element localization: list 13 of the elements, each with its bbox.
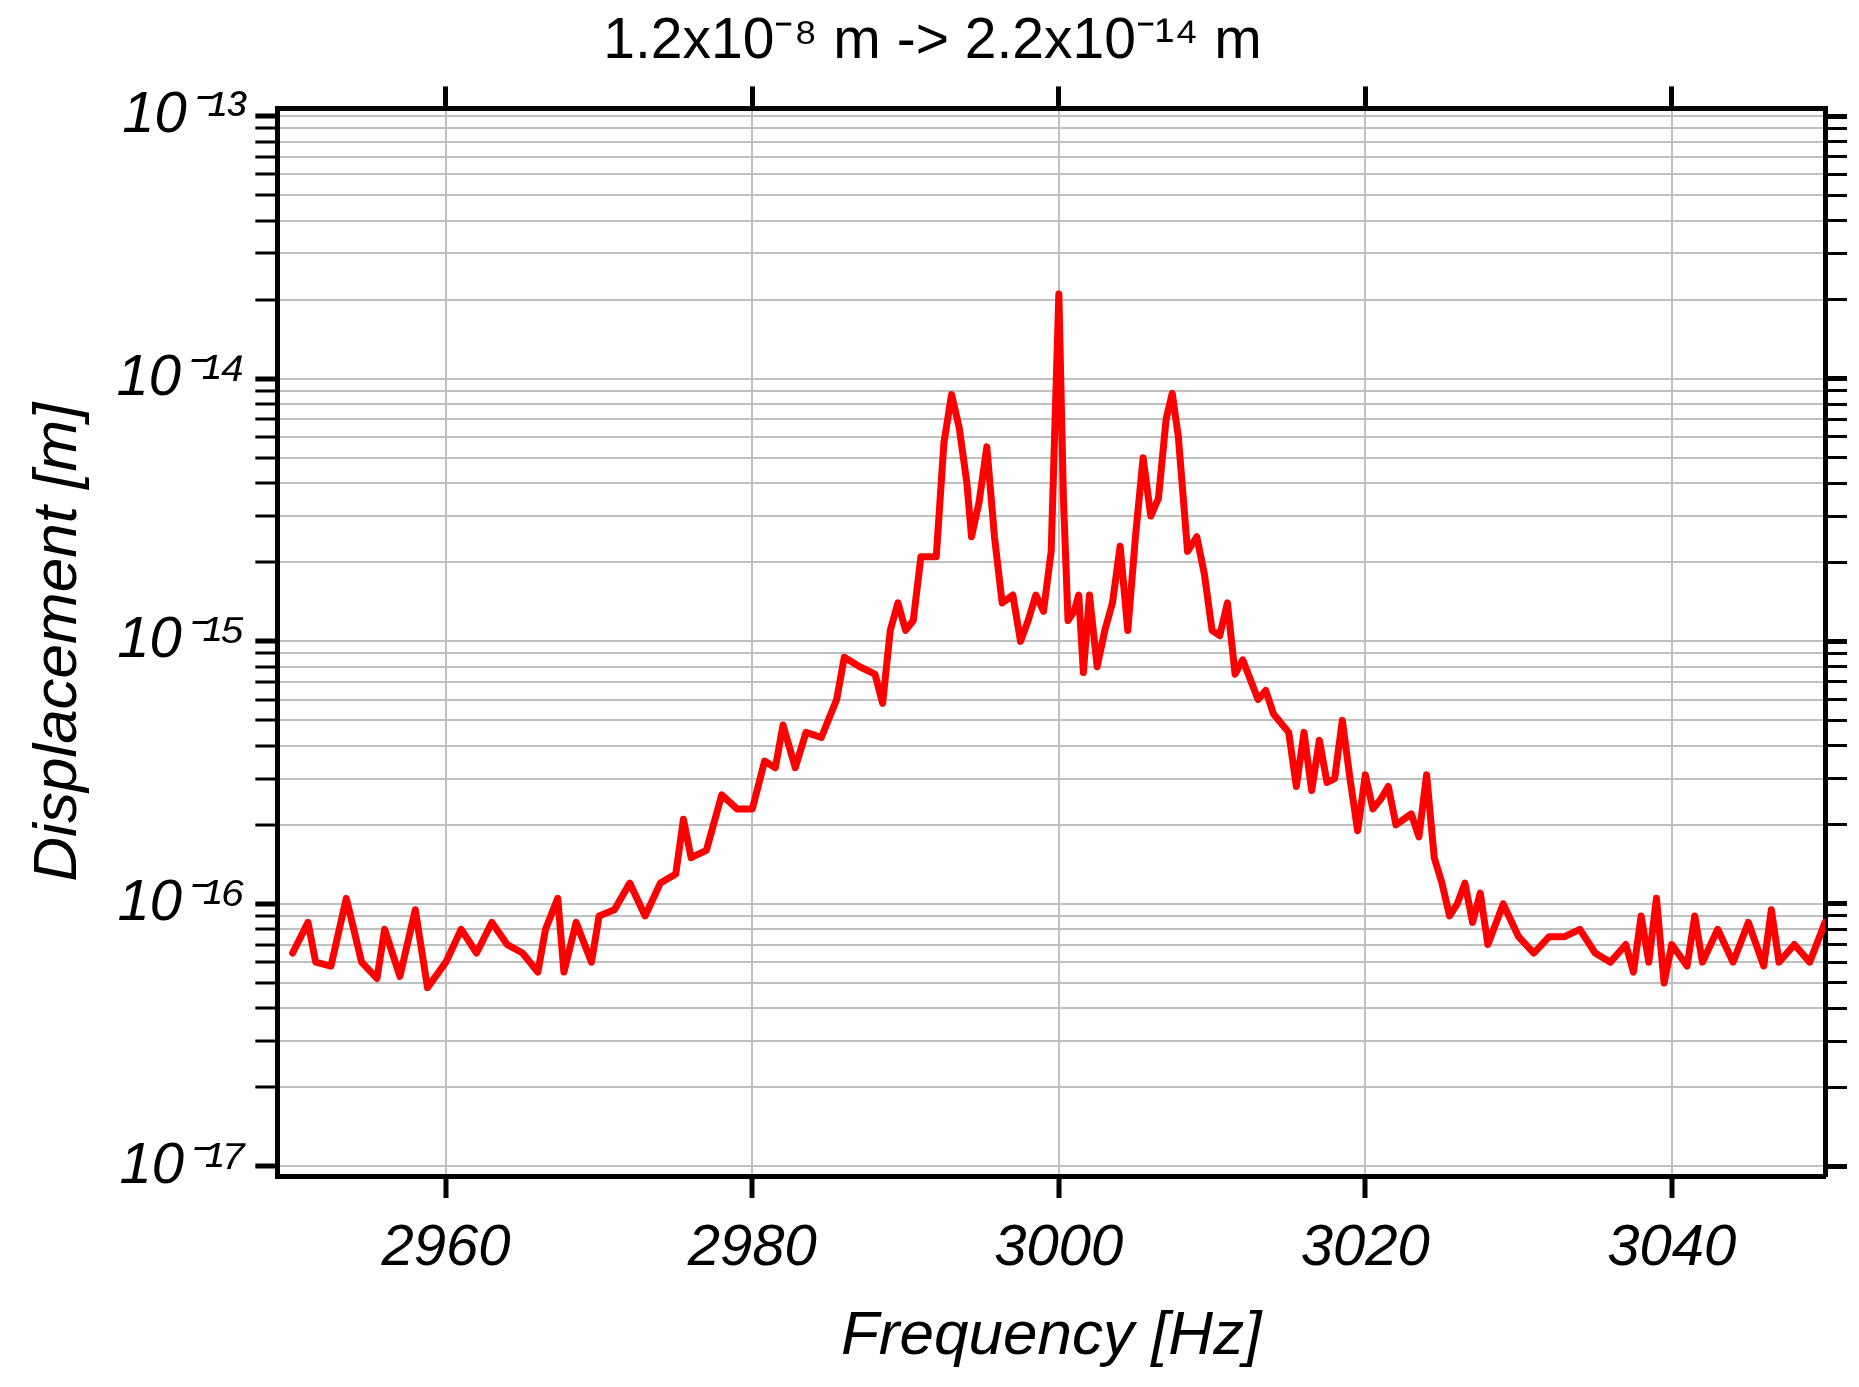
y-tick-label: 10⁻¹⁶: [117, 867, 246, 933]
x-tick-label: 3040: [1607, 1211, 1737, 1277]
x-axis-title: Frequency [Hz]: [840, 1298, 1264, 1368]
x-tick-label: 3000: [994, 1211, 1124, 1277]
y-tick-label: 10⁻¹⁷: [119, 1129, 247, 1195]
x-tick-label: 2980: [686, 1211, 817, 1277]
y-tick-label: 10⁻¹⁴: [116, 341, 246, 407]
x-tick-label: 2960: [380, 1211, 511, 1277]
y-tick-label: 10⁻¹³: [122, 79, 248, 145]
x-tick-label: 3020: [1300, 1211, 1430, 1277]
y-axis-title: Displacement [m]: [20, 400, 90, 882]
y-tick-label: 10⁻¹⁵: [117, 604, 246, 670]
chart-title: 1.2x10⁻⁸ m -> 2.2x10⁻¹⁴ m: [603, 5, 1262, 70]
